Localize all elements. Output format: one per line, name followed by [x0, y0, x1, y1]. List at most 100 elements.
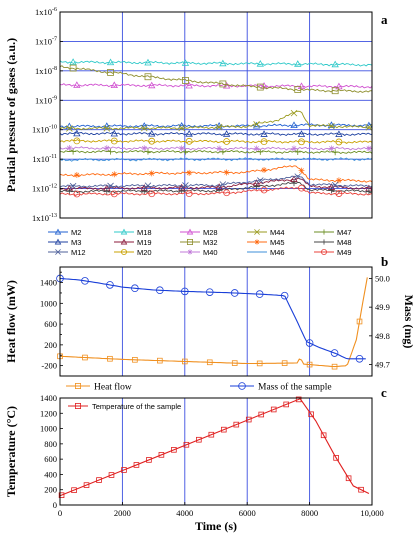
series-marker-m32-1 [107, 69, 114, 76]
series-marker-mass-of-the-sample-9 [280, 291, 289, 300]
series-marker-temperature-of-the-sample-11 [196, 436, 202, 443]
series-line-m46 [59, 157, 373, 162]
series-marker-m3-6 [297, 130, 306, 137]
series-line-temperature-of-the-sample [59, 398, 370, 497]
series-marker-heat-flow-11 [331, 363, 338, 370]
series-marker-m20-6 [298, 138, 305, 146]
series-marker-m2-6 [290, 121, 298, 128]
legend-label-m49: M49 [337, 248, 352, 257]
legend-marker-temperature-of-the-sample [75, 402, 82, 409]
panel-c: 0 200 400 600 800 1000 1200 1400 0 2000 4000 6000 80… [4, 385, 387, 533]
series-marker-m20-1 [110, 137, 118, 145]
series-marker-m48-8 [365, 188, 372, 195]
series-m45 [59, 165, 373, 184]
series-marker-m45-2 [148, 170, 155, 177]
series-marker-heat-flow-4 [157, 357, 163, 364]
series-marker-m48-2 [141, 188, 148, 195]
series-marker-temperature-of-the-sample-7 [146, 457, 152, 463]
series-marker-m12-4 [219, 181, 227, 188]
legend-marker-m47 [321, 229, 327, 235]
legend-marker-m28 [186, 228, 194, 235]
panel-b-series [56, 274, 368, 370]
series-m12 [59, 173, 373, 190]
legend-label-temperature-of-the-sample: Temperature of the sample [92, 402, 181, 411]
panel-a-ylabel: Partial pressure of gases (a.u.) [4, 38, 18, 192]
series-line-m2 [59, 123, 373, 129]
series-temperature-of-the-sample [58, 396, 370, 498]
legend-item-m40: M40 [180, 248, 218, 257]
series-marker-m12-0 [69, 182, 77, 190]
series-marker-m28-2 [148, 81, 156, 89]
legend-marker-m20 [121, 248, 128, 255]
series-marker-temperature-of-the-sample-14 [233, 421, 240, 428]
series-marker-m12-3 [182, 182, 189, 189]
series-marker-m44-3 [178, 124, 185, 132]
legend-label-mass-of-the-sample: Mass of the sample [258, 382, 332, 393]
panel-a-ytick-label-0: 1x10-13 [32, 213, 57, 223]
series-line-m40 [59, 146, 373, 151]
series-marker-m20-7 [335, 138, 343, 146]
series-marker-m28-0 [73, 81, 81, 88]
legend-marker-m44 [254, 229, 260, 235]
panel-c-ytick-label-1: 200 [44, 485, 57, 495]
series-marker-m28-7 [335, 82, 343, 90]
panel-b-ytick-label-7: 1000 [40, 298, 57, 308]
panel-b-ytick-label-9: 1400 [40, 278, 57, 288]
series-marker-mass-of-the-sample-1 [81, 277, 89, 285]
legend-label-m47: M47 [337, 228, 352, 237]
series-marker-temperature-of-the-sample-3 [96, 477, 102, 483]
panel-a-label: a [381, 12, 388, 27]
series-marker-m18-2 [144, 58, 152, 66]
series-m44 [59, 109, 373, 132]
legend-label-m44: M44 [270, 228, 285, 237]
series-marker-mass-of-the-sample-4 [156, 286, 164, 295]
series-m20 [59, 137, 373, 146]
series-marker-m44-4 [215, 123, 223, 131]
series-marker-temperature-of-the-sample-24 [358, 486, 364, 493]
series-marker-mass-of-the-sample-6 [205, 288, 214, 296]
series-marker-m47-7 [332, 149, 339, 156]
series-marker-m20-3 [185, 137, 193, 145]
series-marker-heat-flow-5 [181, 358, 188, 365]
series-marker-temperature-of-the-sample-0 [58, 492, 65, 498]
series-marker-m32-5 [256, 83, 264, 91]
series-marker-heat-flow-1 [82, 354, 88, 361]
series-marker-m40-4 [216, 145, 223, 152]
legend-item-m49: M49 [314, 248, 352, 257]
series-marker-m18-6 [294, 60, 302, 67]
series-marker-heat-flow-2 [107, 355, 113, 362]
series-marker-temperature-of-the-sample-6 [133, 462, 140, 468]
series-marker-m48-6 [291, 180, 297, 187]
series-marker-m20-2 [148, 137, 156, 145]
legend-item-m18: M18 [114, 228, 152, 237]
series-marker-m48-4 [216, 187, 223, 194]
series-marker-m48-1 [103, 188, 110, 195]
panel-c-ticks: 0 200 400 600 800 1000 1200 1400 0 2000 4000 6000 80… [40, 393, 384, 518]
legend-label-m3: M3 [71, 238, 81, 247]
legend-marker-m49 [320, 248, 327, 255]
series-marker-m47-5 [257, 148, 264, 155]
series-marker-m40-7 [328, 145, 335, 152]
series-marker-temperature-of-the-sample-5 [121, 467, 127, 473]
series-marker-temperature-of-the-sample-22 [333, 455, 339, 461]
legend-item-m32: M32 [180, 238, 218, 247]
series-marker-m49-0 [73, 190, 81, 198]
legend-marker-m18 [120, 228, 128, 235]
series-marker-m45-1 [111, 171, 118, 178]
legend-label-m19: M19 [137, 238, 152, 247]
legend-item-temperature-of-the-sample: Temperature of the sample [68, 402, 181, 411]
panel-b-ylabel-right: Mass (mg) [402, 295, 416, 349]
series-marker-temperature-of-the-sample-23 [345, 475, 352, 482]
legend-marker-m12 [55, 249, 61, 255]
series-m28 [59, 81, 373, 90]
series-marker-m40-2 [141, 145, 148, 152]
legend-item-m12: M12 [48, 248, 86, 257]
legend-label-heat-flow: Heat flow [94, 382, 132, 393]
panel-c-xtick-label-3: 6000 [239, 508, 256, 518]
series-marker-m49-1 [110, 190, 118, 198]
series-marker-m48-3 [178, 187, 185, 194]
panel-c-ylabel: Temperature (°C) [4, 406, 18, 497]
series-marker-m47-0 [70, 148, 77, 155]
series-marker-m48-5 [253, 183, 260, 190]
panel-b-ylabel: Heat flow (mW) [4, 280, 18, 363]
